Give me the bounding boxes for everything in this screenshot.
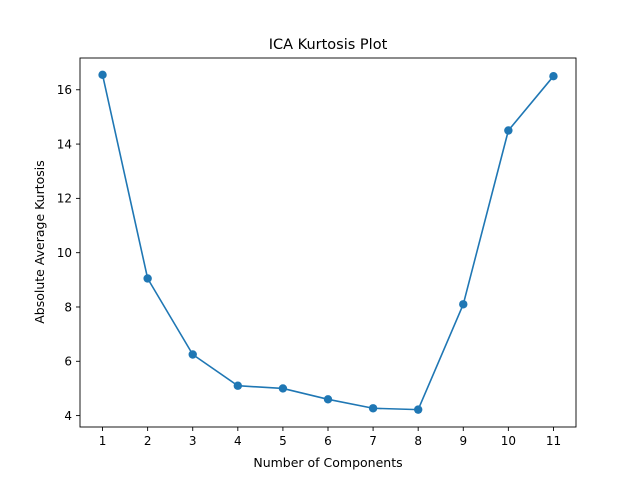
data-point-10 <box>504 126 513 135</box>
x-tick-label-5: 5 <box>279 434 287 448</box>
chart-title: ICA Kurtosis Plot <box>269 37 388 53</box>
y-tick-label-6: 6 <box>64 355 72 369</box>
x-tick-label-9: 9 <box>459 434 467 448</box>
data-point-4 <box>233 381 243 390</box>
data-point-2 <box>143 274 152 283</box>
x-tick-label-6: 6 <box>324 434 332 448</box>
y-tick-label-10: 10 <box>57 246 72 260</box>
data-point-5 <box>278 384 288 393</box>
x-tick-label-7: 7 <box>369 434 377 448</box>
data-point-7 <box>368 404 378 413</box>
y-tick-label-8: 8 <box>64 300 72 314</box>
y-tick-label-16: 16 <box>57 83 72 97</box>
x-tick-label-8: 8 <box>414 434 422 448</box>
x-tick-label-10: 10 <box>501 434 516 448</box>
y-axis-label: Absolute Average Kurtosis <box>32 160 47 324</box>
x-tick-label-2: 2 <box>144 434 152 448</box>
y-tick-label-4: 4 <box>64 409 72 423</box>
data-point-1 <box>98 70 107 80</box>
data-point-6 <box>323 395 333 404</box>
x-tick-label-3: 3 <box>189 434 197 448</box>
x-tick-label-4: 4 <box>234 434 242 448</box>
y-tick-label-14: 14 <box>57 137 72 151</box>
data-point-8 <box>413 405 423 414</box>
x-tick-label-11: 11 <box>546 434 561 448</box>
y-tick-label-12: 12 <box>57 192 72 206</box>
x-tick-label-1: 1 <box>99 434 107 448</box>
data-point-3 <box>188 350 197 359</box>
data-point-11 <box>549 71 558 81</box>
x-axis-label: Number of Components <box>253 455 402 470</box>
data-point-9 <box>459 300 468 309</box>
